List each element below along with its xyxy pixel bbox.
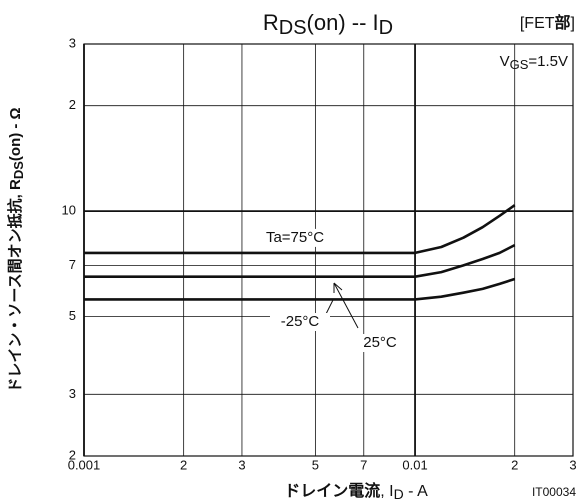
section-tag: [FET部] — [520, 13, 575, 32]
label-bg — [350, 334, 410, 352]
x-label-text-part: , I — [380, 483, 393, 500]
x-label-text: ドレイン電流, ID - A — [284, 481, 428, 502]
x-tick-label: 3 — [238, 457, 245, 472]
y-axis-label: ドレイン・ソース間オン抵抗, RDS(on) - Ω — [6, 107, 26, 392]
x-tick-label: 5 — [312, 457, 319, 472]
series-label: Ta=75°C — [266, 229, 324, 246]
x-tick-label: 2 — [180, 457, 187, 472]
figure-id: IT00034 — [532, 485, 576, 499]
tag-text-part: ] — [571, 15, 575, 32]
x-label-text-part: ドレイン電流 — [284, 481, 380, 500]
tag-text-part: 部 — [555, 13, 571, 32]
title-text: RDS(on) -- ID — [263, 10, 393, 39]
x-tick-label: 0.01 — [402, 457, 427, 472]
x-label-text-part: D — [394, 486, 404, 502]
chart-title: RDS(on) -- ID — [263, 10, 393, 39]
x-tick-label: 7 — [360, 457, 367, 472]
title-text-part: (on) -- I — [307, 10, 379, 35]
x-tick-label: 3 — [569, 457, 576, 472]
y-label-text: ドレイン・ソース間オン抵抗, RDS(on) - Ω — [6, 107, 26, 392]
title-text-part: D — [379, 17, 393, 39]
y-tick-label: 7 — [69, 257, 76, 272]
y-label-text-part: (on) - Ω — [7, 107, 24, 161]
label-bg — [270, 313, 330, 331]
x-label-text-part: - A — [404, 483, 428, 500]
y-tick-label: 2 — [69, 447, 76, 462]
label-bg — [265, 228, 325, 247]
series-label: 25°C — [363, 334, 397, 351]
condition-text-part: GS — [510, 57, 529, 72]
curve — [84, 204, 516, 255]
y-tick-label: 5 — [69, 308, 76, 323]
x-tick-label: 2 — [511, 457, 518, 472]
tag-text-part: [FET — [520, 15, 555, 32]
condition-label: VGS=1.5V — [500, 53, 568, 72]
curve — [84, 277, 516, 301]
annotation-arrow — [333, 282, 359, 329]
condition-text-part: =1.5V — [528, 53, 568, 70]
arrow-head — [333, 282, 343, 293]
tag-text: [FET部] — [520, 13, 575, 32]
title-text-part: R — [263, 10, 279, 35]
y-tick-label: 3 — [69, 386, 76, 401]
y-tick-label: 10 — [62, 203, 76, 218]
y-tick-label: 2 — [69, 97, 76, 112]
x-axis-label: ドレイン電流, ID - A — [284, 481, 428, 502]
condition-text: VGS=1.5V — [500, 53, 568, 72]
x-tick-label: 0.001 — [68, 457, 101, 472]
curve — [84, 243, 516, 278]
y-label-text-part: ドレイン・ソース間オン抵抗, R — [6, 179, 24, 393]
condition-text-part: V — [500, 53, 510, 70]
title-text-part: DS — [279, 17, 307, 39]
series-label: -25°C — [281, 313, 320, 330]
y-label-text-part: DS — [11, 161, 26, 179]
y-tick-label: 3 — [69, 35, 76, 50]
